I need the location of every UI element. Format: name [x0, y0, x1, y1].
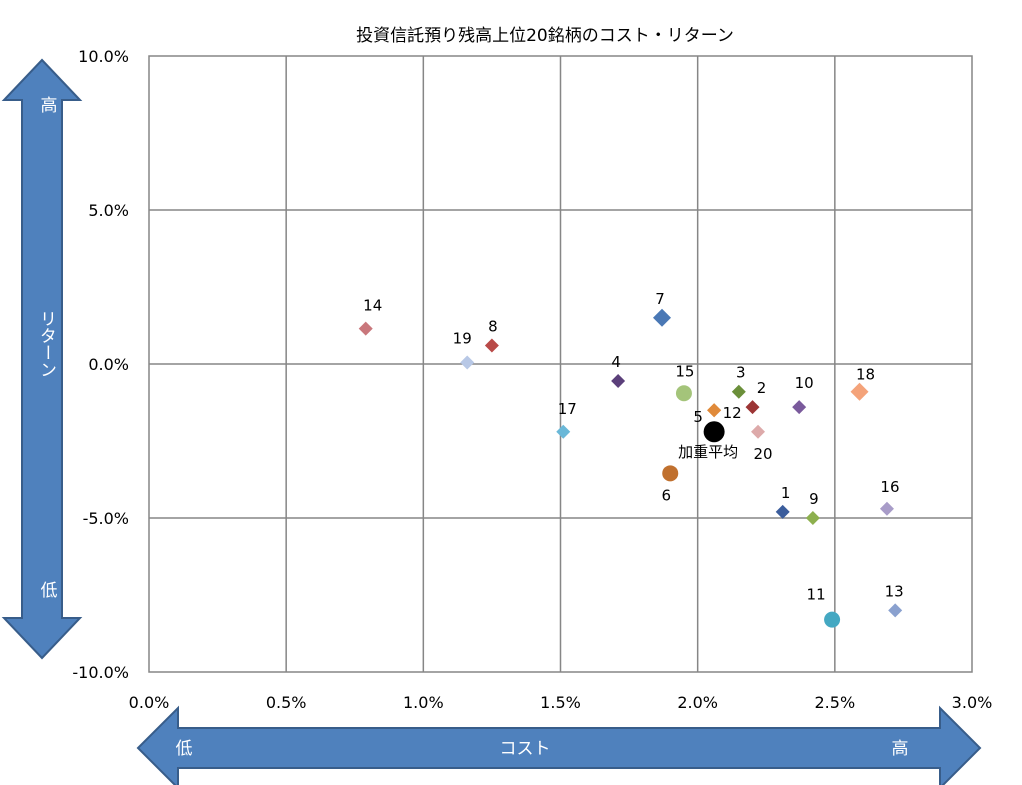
fund-16-marker [879, 501, 894, 516]
x-tick-label: 3.0% [952, 693, 993, 712]
fund-17-label: 17 [558, 400, 577, 418]
x-tick-label: 0.5% [266, 693, 307, 712]
fund-8-marker [484, 338, 499, 353]
x-axis-arrow-low: 低 [176, 739, 193, 759]
fund-15-marker [675, 385, 692, 402]
y-axis-arrow-low: 低 [41, 581, 58, 601]
fund-12-label: 12 [723, 404, 742, 422]
fund-13-marker [888, 603, 903, 618]
fund-15-label: 15 [675, 362, 694, 380]
x-tick-label: 1.5% [540, 693, 581, 712]
x-axis-arrow-shape [136, 705, 982, 785]
x-tick-label: 1.0% [403, 693, 444, 712]
fund-10-label: 10 [795, 374, 814, 392]
fund-6-label: 6 [661, 486, 671, 504]
y-axis-arrow-high: 高 [41, 96, 58, 116]
fund-4-marker [611, 373, 626, 388]
fund-19-label: 19 [453, 329, 472, 347]
fund-1-label: 1 [781, 484, 791, 502]
fund-3-label: 3 [736, 364, 746, 382]
y-tick-label: -5.0% [83, 509, 129, 528]
fund-20-label: 20 [753, 445, 772, 463]
x-tick-label: 0.0% [129, 693, 170, 712]
y-axis-arrow: 高 リターン 低 [1, 58, 83, 660]
fund-9-marker [805, 511, 820, 525]
fund-8-label: 8 [488, 318, 498, 336]
y-axis-arrow-shape [1, 58, 83, 660]
fund-6-marker [662, 465, 679, 482]
y-tick-label: 10.0% [78, 47, 129, 66]
fund-11-label: 11 [807, 586, 826, 604]
fund-18-marker [850, 382, 869, 401]
y-tick-label: 5.0% [88, 201, 129, 220]
x-axis-ticks: 0.0% 0.5% 1.0% 1.5% 2.0% 2.5% 3.0% [129, 693, 993, 712]
weighted-average-marker [703, 421, 725, 443]
x-axis-arrow-label: コスト [500, 739, 551, 759]
fund-4-label: 4 [611, 353, 621, 371]
fund-20-marker [751, 424, 766, 439]
fund-5-label: 5 [693, 408, 703, 426]
fund-13-label: 13 [885, 582, 904, 600]
fund-1-marker [775, 504, 790, 519]
fund-2-marker [745, 400, 760, 415]
fund-7-label: 7 [655, 290, 665, 308]
fund-2-label: 2 [757, 379, 767, 397]
y-axis-arrow-label: リターン [36, 310, 56, 378]
fund-17-marker [556, 424, 571, 439]
fund-10-marker [792, 400, 807, 415]
x-tick-label: 2.5% [815, 693, 856, 712]
fund-16-label: 16 [880, 478, 899, 496]
x-axis-arrow-high: 高 [892, 739, 909, 759]
chart-title: 投資信託預り残高上位20銘柄のコスト・リターン [356, 26, 734, 46]
fund-3-marker [731, 384, 746, 399]
fund-12-marker [707, 403, 722, 418]
fund-14-label: 14 [363, 297, 382, 315]
data-points [358, 308, 903, 628]
grid [148, 55, 973, 673]
fund-14-marker [358, 321, 373, 336]
y-tick-label: -10.0% [72, 663, 129, 682]
fund-18-label: 18 [856, 366, 875, 384]
x-tick-label: 2.0% [677, 693, 718, 712]
fund-7-marker [653, 308, 672, 327]
y-tick-label: 0.0% [88, 355, 129, 374]
fund-11-marker [824, 611, 841, 628]
y-axis-ticks: 10.0% 5.0% 0.0% -5.0% -10.0% [72, 47, 129, 682]
fund-9-label: 9 [809, 490, 819, 508]
fund-19-marker [460, 355, 475, 370]
x-axis-arrow: 低 コスト 高 [136, 705, 982, 785]
weighted-average-label: 加重平均 [678, 443, 738, 461]
